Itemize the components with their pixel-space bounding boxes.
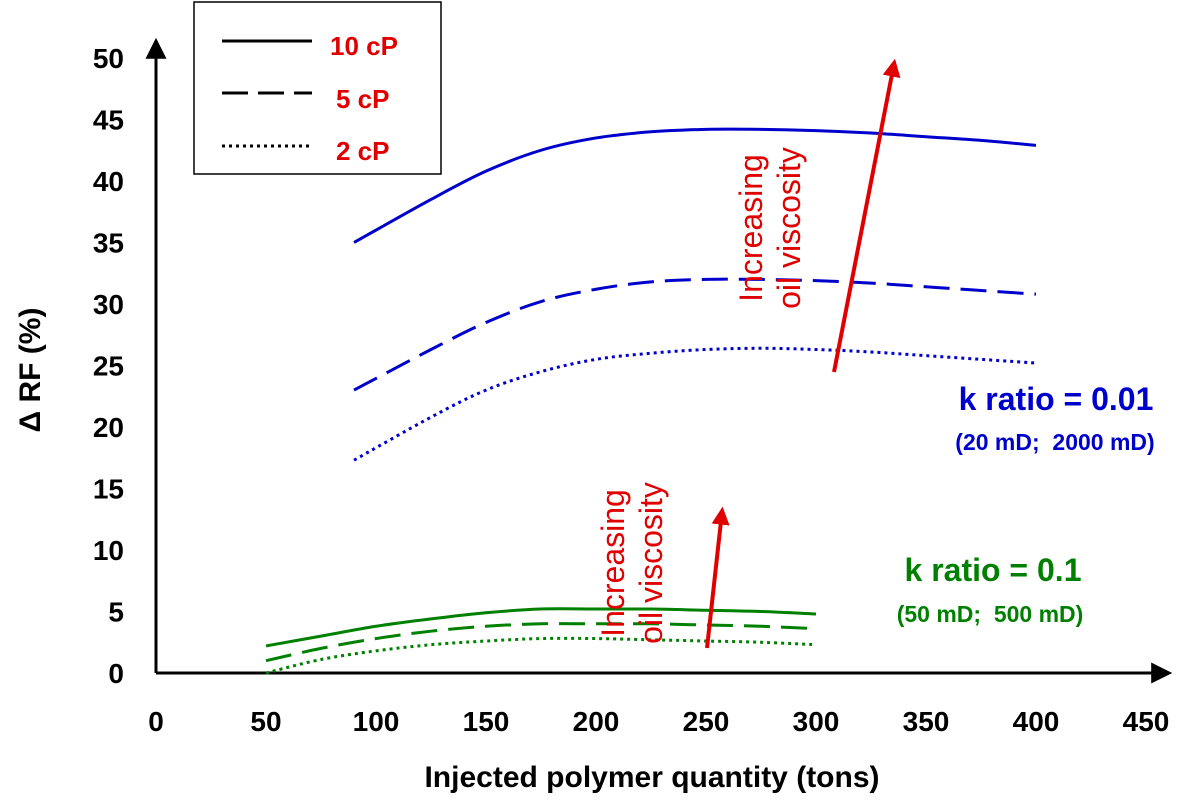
arrow-lower-text-1: Increasing: [595, 489, 631, 637]
x-tick-label: 350: [903, 706, 950, 737]
k001-sublabel: (20 mD; 2000 mD): [955, 429, 1154, 455]
y-tick-label: 15: [93, 474, 124, 505]
arrow-lower-text-2: oil viscosity: [633, 482, 669, 644]
x-tick-label: 250: [683, 706, 730, 737]
arrow-upper-text-1: Increasing: [733, 154, 769, 302]
series-line-k001-10cp: [353, 127, 1037, 244]
k001-label: k ratio = 0.01: [959, 381, 1154, 417]
x-tick-label: 50: [250, 706, 281, 737]
y-tick-label: 25: [93, 351, 124, 382]
legend-label-2cp: 2 cP: [336, 136, 390, 166]
legend-label-10cp: 10 cP: [330, 31, 398, 61]
y-tick-labels: 0 5 10 15 20 25 30 35 40 45 50: [93, 43, 124, 689]
y-tick-label: 50: [93, 43, 124, 74]
series-line-k001-2cp: [353, 346, 1037, 462]
y-tick-label: 5: [108, 597, 124, 628]
legend: 10 cP 5 cP 2 cP: [193, 1, 442, 175]
y-tick-label: 10: [93, 535, 124, 566]
series-line-k01-10cp: [265, 607, 817, 648]
y-tick-label: 40: [93, 166, 124, 197]
x-tick-label: 100: [353, 706, 400, 737]
series-line-k001-5cp: [353, 277, 1037, 392]
x-tick-label: 0: [148, 706, 164, 737]
x-tick-label: 300: [793, 706, 840, 737]
y-tick-label: 45: [93, 105, 124, 136]
viscosity-arrow-upper: [832, 58, 901, 373]
k01-label: k ratio = 0.1: [905, 552, 1082, 588]
k01-sublabel: (50 mD; 500 mD): [897, 601, 1084, 627]
y-tick-label: 30: [93, 289, 124, 320]
legend-box: [193, 1, 442, 175]
y-tick-label: 35: [93, 228, 124, 259]
x-tick-label: 400: [1013, 706, 1060, 737]
y-axis-label: Δ RF (%): [14, 308, 47, 433]
viscosity-arrow-lower: [705, 506, 730, 649]
x-tick-label: 200: [573, 706, 620, 737]
x-tick-label: 150: [463, 706, 510, 737]
x-tick-labels: 0 50 100 150 200 250 300 350 400 450: [148, 706, 1169, 737]
x-axis-label: Injected polymer quantity (tons): [424, 761, 879, 794]
x-tick-label: 450: [1123, 706, 1170, 737]
y-tick-label: 20: [93, 412, 124, 443]
legend-label-5cp: 5 cP: [336, 84, 390, 114]
y-tick-label: 0: [108, 658, 124, 689]
series-layer: [265, 127, 1037, 675]
series-line-k01-5cp: [265, 622, 817, 663]
arrow-upper-text-2: oil viscosity: [771, 147, 807, 309]
